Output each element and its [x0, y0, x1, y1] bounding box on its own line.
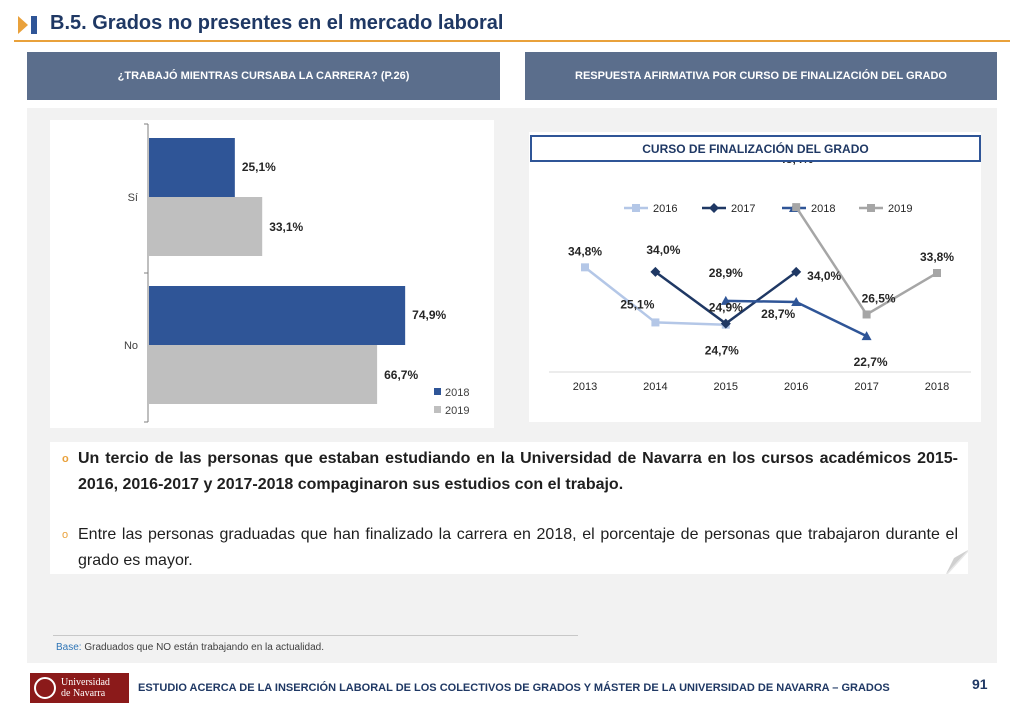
series-line — [725, 299, 868, 338]
data-point — [862, 310, 871, 319]
legend-label: 2018 — [811, 203, 835, 215]
data-label: 66,7% — [384, 368, 418, 382]
summary-bullet: o Un tercio de las personas que estaban … — [58, 446, 958, 498]
legend-swatch — [434, 388, 441, 395]
data-label: 24,9% — [709, 301, 743, 315]
seal-icon — [34, 677, 56, 699]
base-label: Base: — [56, 642, 82, 653]
bullet-marker: o — [62, 529, 69, 541]
x-tick-label: 2015 — [714, 381, 738, 393]
bar-chart-panel: Sí 25,1% 33,1% No 74,9% 66,7% 2018 2019 — [50, 120, 494, 428]
legend-swatch — [434, 406, 441, 413]
page-number: 91 — [972, 676, 988, 692]
data-label: 24,7% — [705, 344, 739, 358]
data-label: 34,0% — [807, 269, 841, 283]
data-label: 28,9% — [709, 266, 743, 280]
title-bar: B.5. Grados no presentes en el mercado l… — [14, 8, 1010, 42]
section-arrow-icon — [18, 16, 37, 34]
x-tick-label: 2016 — [784, 381, 808, 393]
data-point — [933, 269, 941, 278]
logo-text: Universidad de Navarra — [61, 677, 110, 699]
legend-label: 2019 — [445, 405, 469, 417]
footer-text: ESTUDIO ACERCA DE LA INSERCIÓN LABORAL D… — [138, 682, 890, 694]
data-point — [720, 318, 731, 329]
data-label: 28,7% — [761, 307, 795, 321]
legend-label: 2016 — [653, 203, 677, 215]
legend-marker — [867, 204, 875, 212]
line-chart: 2013 2014 2015 2016 2017 2018 2016 2017 2018 2019… — [549, 152, 971, 393]
legend-label: 2017 — [731, 203, 755, 215]
bar — [149, 138, 235, 197]
x-tick-label: 2017 — [854, 381, 878, 393]
x-tick-label: 2014 — [643, 381, 667, 393]
page-title: B.5. Grados no presentes en el mercado l… — [50, 12, 504, 34]
base-text: Graduados que NO están trabajando en la … — [84, 642, 324, 653]
legend-label: 2019 — [888, 203, 912, 215]
data-label: 25,1% — [242, 160, 276, 174]
summary-panel: o Un tercio de las personas que estaban … — [50, 442, 968, 574]
summary-bullet: o Entre las personas graduadas que han f… — [58, 522, 958, 574]
base-divider — [53, 635, 578, 636]
university-logo[interactable]: Universidad de Navarra — [30, 673, 129, 703]
x-tick-label: 2018 — [925, 381, 949, 393]
right-section-heading: RESPUESTA AFIRMATIVA POR CURSO DE FINALI… — [525, 52, 997, 100]
bar — [149, 197, 263, 256]
bar — [149, 345, 378, 404]
base-note: Base: Graduados que NO están trabajando … — [56, 642, 324, 653]
data-point — [720, 295, 731, 305]
data-point — [650, 266, 661, 277]
logo-line: de Navarra — [61, 688, 106, 699]
legend-marker — [632, 204, 640, 212]
bar-chart: Sí 25,1% 33,1% No 74,9% 66,7% 2018 2019 — [124, 123, 469, 423]
bullet-text: Un tercio de las personas que estaban es… — [78, 450, 958, 493]
data-point — [792, 203, 801, 212]
data-label: 33,1% — [269, 220, 303, 234]
legend-marker — [709, 203, 719, 213]
page-fold-icon — [946, 550, 968, 574]
data-point — [651, 318, 660, 327]
legend-label: 2018 — [445, 387, 469, 399]
x-tick-label: 2013 — [573, 381, 597, 393]
data-label: 26,5% — [862, 291, 896, 305]
data-point — [581, 263, 589, 272]
line-chart-title: CURSO DE FINALIZACIÓN DEL GRADO — [530, 135, 981, 162]
category-label: No — [124, 340, 138, 352]
data-label: 25,1% — [620, 297, 654, 311]
category-label: Sí — [128, 192, 138, 204]
data-label: 33,8% — [920, 250, 954, 264]
line-chart-panel: 2013 2014 2015 2016 2017 2018 2016 2017 2018 2019… — [529, 132, 981, 422]
logo-line: Universidad — [61, 677, 110, 688]
bar — [149, 286, 406, 345]
data-point — [791, 266, 802, 277]
left-section-heading: ¿TRABAJÓ MIENTRAS CURSABA LA CARRERA? (P… — [27, 52, 500, 100]
data-point — [861, 331, 872, 341]
bullet-marker: o — [62, 453, 69, 465]
data-point — [791, 296, 802, 306]
data-label: 22,7% — [854, 355, 888, 369]
data-label: 74,9% — [412, 308, 446, 322]
data-label: 34,0% — [646, 243, 680, 257]
data-label: 34,8% — [568, 244, 602, 258]
bullet-text: Entre las personas graduadas que han fin… — [78, 526, 958, 569]
